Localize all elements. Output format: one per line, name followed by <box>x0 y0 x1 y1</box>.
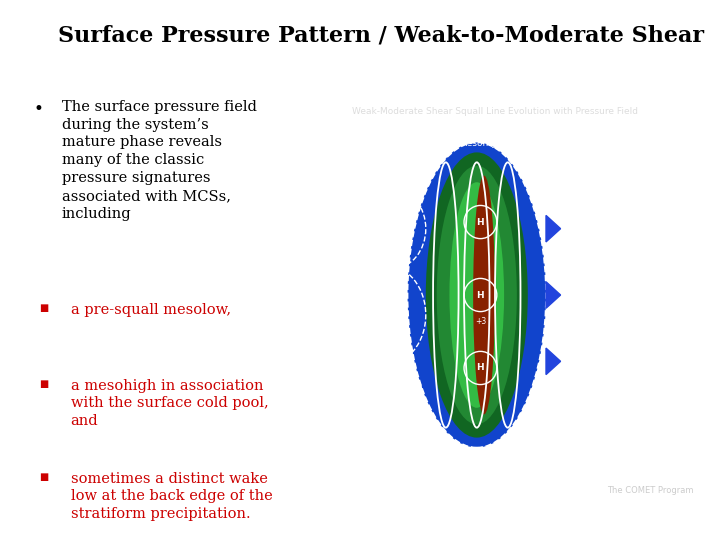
Text: L: L <box>390 389 396 400</box>
Text: •: • <box>33 100 43 118</box>
Text: ■: ■ <box>39 303 48 313</box>
Text: Wake Low: Wake Low <box>371 139 415 148</box>
Polygon shape <box>546 348 561 375</box>
Polygon shape <box>546 282 561 308</box>
Ellipse shape <box>449 182 504 408</box>
Text: -1: -1 <box>407 445 415 454</box>
Text: a mesohigh in association
with the surface cold pool,
and: a mesohigh in association with the surfa… <box>71 379 269 428</box>
Text: Surface Pressure Pattern / Weak-to-Moderate Shear: Surface Pressure Pattern / Weak-to-Moder… <box>58 24 703 46</box>
Text: The surface pressure field
during the system’s
mature phase reveals
many of the : The surface pressure field during the sy… <box>62 100 257 221</box>
Text: Pre-Squall Low: Pre-Squall Low <box>564 139 630 148</box>
Ellipse shape <box>426 152 528 437</box>
Text: -1: -1 <box>608 445 616 454</box>
Text: ■: ■ <box>39 379 48 389</box>
Text: H: H <box>477 218 485 227</box>
Text: H: H <box>477 363 485 373</box>
Text: Mesohigh: Mesohigh <box>459 139 502 148</box>
Text: L: L <box>607 288 616 302</box>
Ellipse shape <box>473 176 495 414</box>
Text: 200 km: 200 km <box>340 281 349 309</box>
Text: +2: +2 <box>526 445 538 454</box>
Ellipse shape <box>408 143 546 448</box>
Text: -2: -2 <box>454 445 463 454</box>
Text: L: L <box>390 224 397 234</box>
Text: +1: +1 <box>500 445 512 454</box>
Text: Weak-Moderate Shear Squall Line Evolution with Pressure Field: Weak-Moderate Shear Squall Line Evolutio… <box>352 107 638 116</box>
Text: L: L <box>382 310 390 320</box>
Text: sometimes a distinct wake
low at the back edge of the
stratiform precipitation.: sometimes a distinct wake low at the bac… <box>71 471 272 521</box>
Text: Units in mb: Units in mb <box>320 445 368 454</box>
Text: ■: ■ <box>39 471 48 482</box>
Text: The COMET Program: The COMET Program <box>607 486 694 495</box>
Text: H: H <box>477 291 485 300</box>
Polygon shape <box>546 215 561 242</box>
Text: +3: +3 <box>474 317 486 326</box>
Text: a pre-squall mesolow,: a pre-squall mesolow, <box>71 303 230 318</box>
Ellipse shape <box>437 166 517 424</box>
